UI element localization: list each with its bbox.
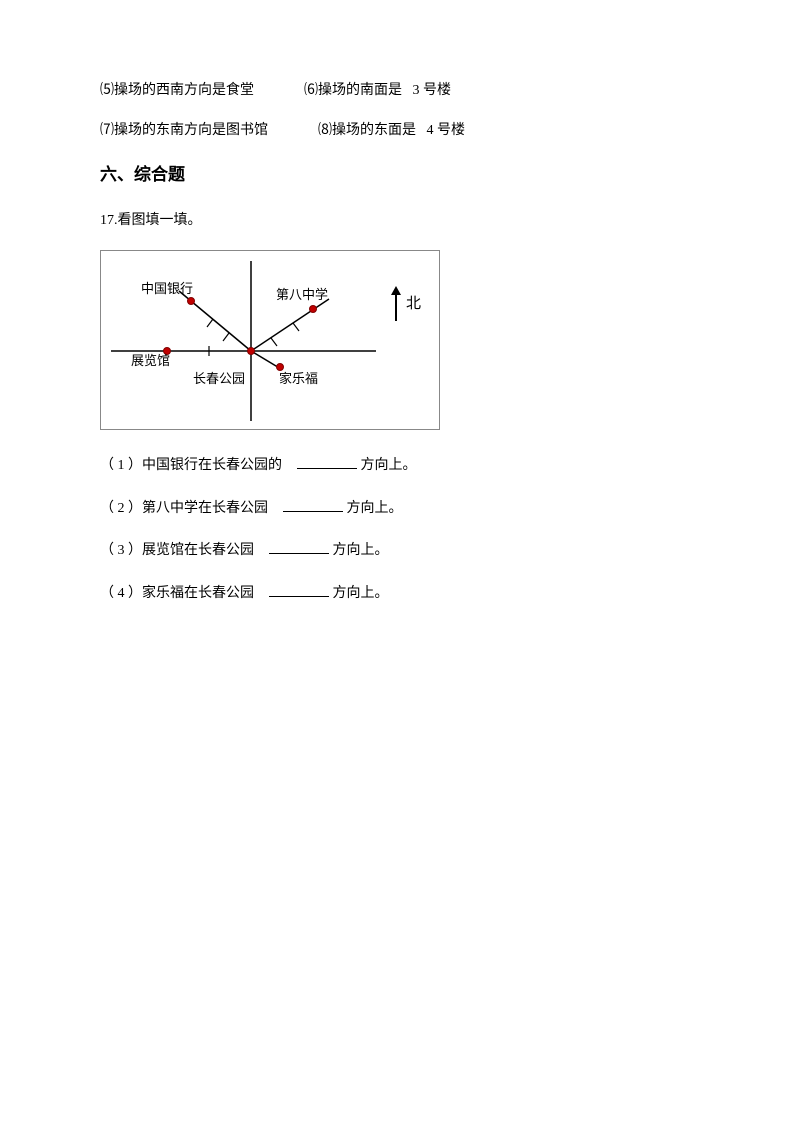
blank-2[interactable]: [283, 498, 343, 512]
answer-item-7: ⑺操场的东南方向是图书馆: [100, 120, 268, 142]
section-title: 六、综合题: [100, 161, 700, 188]
answer-row-1: ⑸操场的西南方向是食堂 ⑹操场的南面是 3 号楼: [100, 80, 700, 102]
label-park: 长春公园: [193, 369, 245, 390]
blank-4[interactable]: [269, 583, 329, 597]
label-bank: 中国银行: [141, 279, 193, 300]
answer-item-6: ⑹操场的南面是 3 号楼: [304, 80, 451, 102]
sub-question-1: （ 1 ）中国银行在长春公园的 方向上。: [100, 455, 700, 477]
sub-question-2: （ 2 ）第八中学在长春公园 方向上。: [100, 498, 700, 520]
answer-item-8: ⑻操场的东面是 4 号楼: [318, 120, 465, 142]
answer-item-5: ⑸操场的西南方向是食堂: [100, 80, 254, 102]
arrow-up-icon: [390, 286, 402, 321]
blank-3[interactable]: [269, 540, 329, 554]
answer-row-2: ⑺操场的东南方向是图书馆 ⑻操场的东面是 4 号楼: [100, 120, 700, 142]
label-school: 第八中学: [276, 285, 328, 306]
north-indicator: 北: [390, 286, 421, 321]
blank-1[interactable]: [297, 455, 357, 469]
north-label: 北: [406, 292, 421, 316]
sub-question-4: （ 4 ）家乐福在长春公园 方向上。: [100, 583, 700, 605]
question-17-title: 17.看图填一填。: [100, 210, 700, 232]
map-svg: [101, 251, 441, 431]
map-diagram: 中国银行 第八中学 展览馆 长春公园 家乐福 北: [100, 250, 440, 430]
label-carrefour: 家乐福: [279, 369, 318, 390]
label-exhibition: 展览馆: [131, 351, 170, 372]
sub-question-3: （ 3 ）展览馆在长春公园 方向上。: [100, 540, 700, 562]
